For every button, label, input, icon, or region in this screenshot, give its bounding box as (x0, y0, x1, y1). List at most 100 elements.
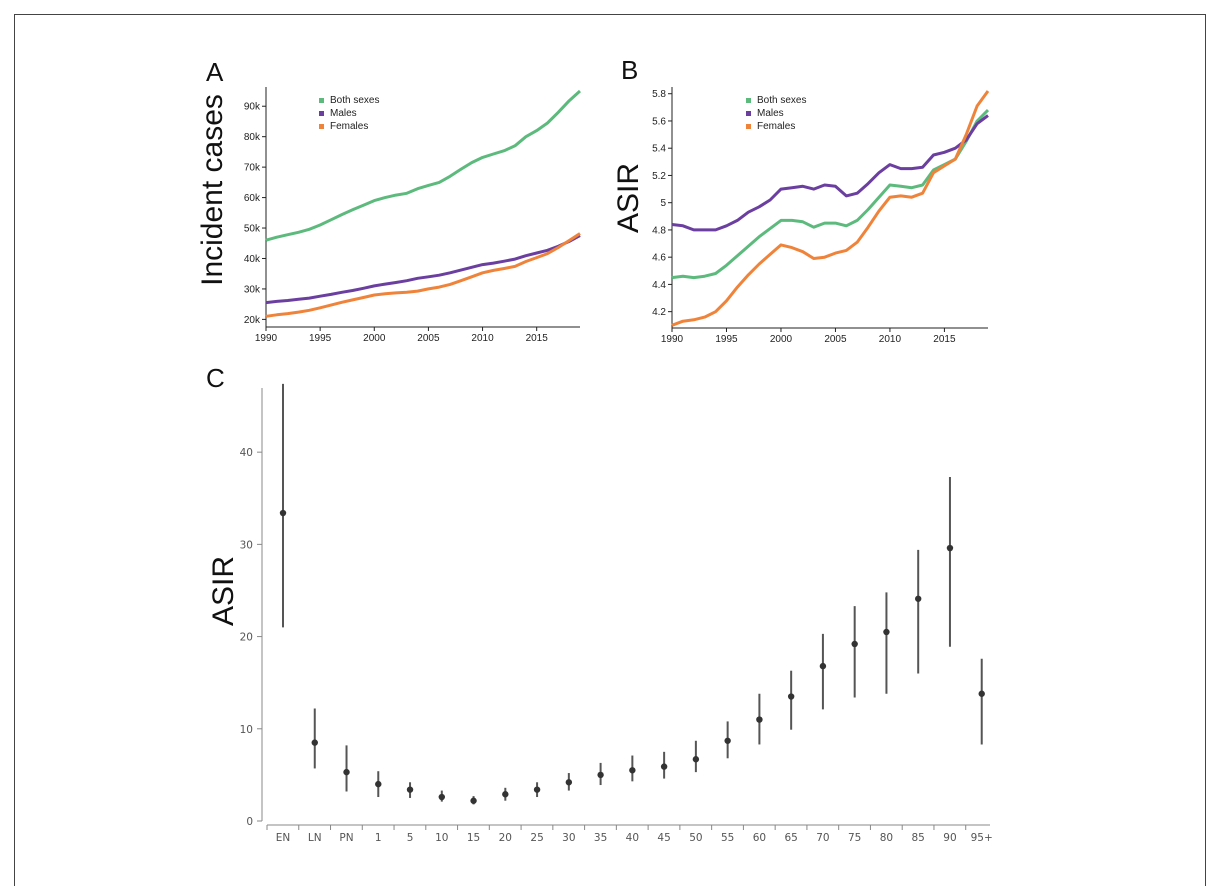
panel-c-point (819, 662, 827, 670)
panel-c-ylabel: ASIR (207, 556, 240, 626)
panel-b-x-tick-label: 2010 (879, 334, 902, 345)
panel-c-point (692, 756, 700, 763)
panel-b-x-tick-label: 1990 (661, 334, 684, 345)
panel-a-legend-label: Females (330, 121, 368, 132)
panel-c-x-tick-label: 60 (753, 832, 766, 844)
panel-c-point (502, 791, 509, 798)
panel-b-legend-label: Females (757, 121, 795, 132)
panel-c-point (660, 763, 668, 770)
panel-b-y-tick-label: 4.4 (652, 280, 666, 291)
panel-a-x-tick-label: 1995 (309, 333, 332, 344)
panel-a-x-tick-label: 1990 (255, 333, 278, 344)
panel-b-series-line-both-sexes (671, 109, 990, 280)
panel-c-point (533, 786, 541, 793)
panel-c-point (470, 797, 477, 804)
panel-c-point (883, 628, 890, 636)
panel-c-point (724, 737, 731, 744)
panel-a-legend-swatch (319, 98, 324, 103)
panel-letter-a: A (206, 57, 224, 87)
panel-c-x-tick-label: 20 (499, 832, 512, 844)
panel-b-legend-swatch (746, 111, 751, 116)
panel-letter-b: B (621, 55, 638, 85)
panel-c-point (915, 595, 922, 602)
panel-c-x-tick-label: 85 (912, 832, 925, 844)
panel-b-legend-label: Both sexes (757, 95, 806, 106)
panel-a-y-tick-label: 90k (244, 102, 261, 113)
panel-a-series-line-females (265, 232, 581, 318)
panel-c-x-tick-label: 5 (407, 832, 414, 844)
panel-c-x-tick-label: 55 (721, 832, 734, 844)
panel-a-series-line-males (265, 234, 581, 305)
panel-c-point (978, 690, 985, 697)
panel-a-legend-swatch (319, 124, 324, 129)
panel-a-y-tick-label: 30k (244, 284, 261, 295)
panel-b-y-tick-label: 5.2 (652, 171, 666, 182)
panel-a-x-tick-label: 2005 (417, 333, 440, 344)
panel-a-y-tick-label: 60k (244, 193, 261, 204)
panel-c-x-tick-label: 25 (530, 832, 543, 844)
panel-c-y-tick-label: 0 (246, 816, 253, 828)
panel-c-point (406, 786, 414, 793)
panel-a-legend-label: Males (330, 108, 357, 119)
panel-a-line-chart: 1990 1995 2000 2005 2010 2015 20k 30k 40k 50k 60k 7… (244, 87, 582, 344)
panel-a-x-tick-label: 2000 (363, 333, 386, 344)
panel-b-y-tick-label: 4.6 (652, 253, 666, 264)
panel-b-y-tick-label: 5.6 (652, 116, 666, 127)
panel-c-x-tick-label: 70 (816, 832, 829, 844)
panel-c-x-tick-label: EN (276, 832, 291, 844)
panel-c-point (629, 767, 636, 774)
panel-c-y-tick-label: 10 (240, 724, 253, 736)
panel-c-x-tick-label: 15 (467, 832, 480, 844)
panel-a-series-line-both-sexes (265, 89, 582, 242)
panel-c-x-tick-label: 75 (848, 832, 861, 844)
panel-c-point (375, 780, 382, 788)
panel-b-y-tick-label: 4.2 (652, 307, 666, 318)
panel-c-point (311, 739, 318, 746)
panel-c-x-tick-label: LN (308, 832, 322, 844)
panel-c-y-tick-label: 40 (240, 447, 253, 459)
panel-c-point (565, 779, 573, 786)
panel-c-point (438, 793, 445, 801)
panel-a-x-tick-label: 2010 (471, 333, 494, 344)
panel-b-series-line-females (671, 90, 990, 327)
panel-a-x-tick-label: 2015 (526, 333, 549, 344)
panel-c-x-tick-label: 45 (657, 832, 670, 844)
panel-c-x-tick-label: 95+ (971, 832, 993, 844)
panel-a-y-tick-label: 40k (244, 254, 261, 265)
panel-a-ylabel: Incident cases (196, 94, 229, 286)
panel-c-x-tick-label: 1 (375, 832, 382, 844)
panel-c-x-tick-label: 40 (626, 832, 639, 844)
panel-a-y-tick-label: 80k (244, 132, 261, 143)
panel-c-x-tick-label: PN (339, 832, 353, 844)
panel-c-point (597, 771, 604, 779)
panel-b-series-line-males (671, 114, 989, 232)
panel-c-point (343, 768, 350, 776)
panel-c-x-tick-label: 30 (562, 832, 575, 844)
panel-c-x-tick-label: 80 (880, 832, 893, 844)
panel-b-line-chart: 1990 1995 2000 2005 2010 2015 4.2 4.4 4.6 4.8 5 5.2… (652, 87, 990, 345)
panel-b-y-tick-label: 5.4 (652, 144, 666, 155)
panel-b-x-tick-label: 2000 (770, 334, 793, 345)
panel-b-legend-swatch (746, 124, 751, 129)
panel-a-legend-swatch (319, 111, 324, 116)
panel-c-x-tick-label: 50 (689, 832, 702, 844)
panel-c-x-tick-label: 35 (594, 832, 607, 844)
panel-b-legend-swatch (746, 98, 751, 103)
figure-frame (14, 14, 1206, 886)
panel-c-point (787, 693, 795, 700)
panel-letter-c: C (206, 363, 225, 393)
panel-c-point (279, 509, 287, 517)
panel-c-x-tick-label: 10 (435, 832, 448, 844)
panel-a-y-tick-label: 70k (244, 163, 261, 174)
panel-b-y-tick-label: 5 (660, 198, 666, 209)
panel-b-y-tick-label: 5.8 (652, 89, 666, 100)
panel-b-x-tick-label: 1995 (715, 334, 738, 345)
panel-a-y-tick-label: 20k (244, 315, 261, 326)
panel-c-point (851, 640, 858, 648)
panel-a-legend-label: Both sexes (330, 95, 379, 106)
panel-c-y-tick-label: 20 (240, 632, 253, 644)
panel-b-y-tick-label: 4.8 (652, 225, 666, 236)
panel-c-y-tick-label: 30 (240, 539, 253, 551)
